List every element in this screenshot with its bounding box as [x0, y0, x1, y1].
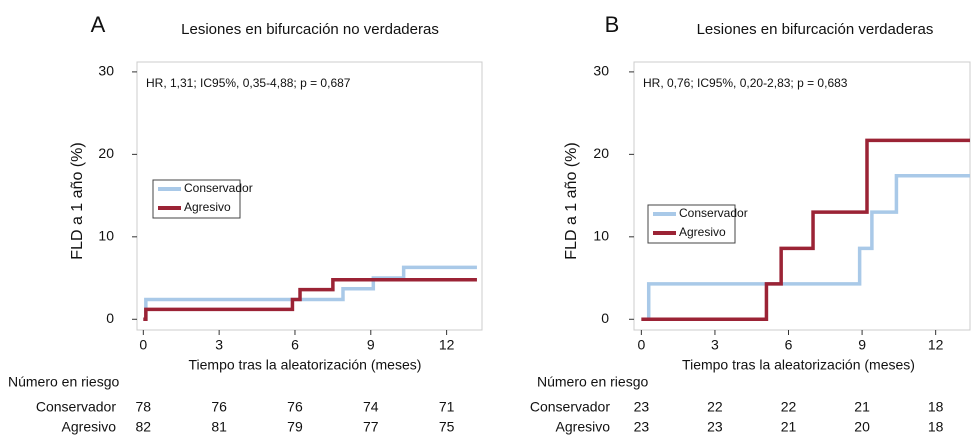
- x-tick-label: 12: [439, 337, 455, 353]
- x-tick-label: 9: [367, 337, 375, 353]
- x-tick-label: 3: [215, 337, 223, 353]
- risk-row-name: Conservador: [36, 399, 116, 415]
- y-tick-label: 10: [98, 228, 114, 244]
- x-tick-label: 3: [711, 337, 719, 353]
- legend-label: Conservador: [184, 181, 253, 195]
- x-tick-label: 0: [139, 337, 147, 353]
- panel-label: B: [605, 12, 620, 37]
- x-tick-label: 0: [637, 337, 645, 353]
- y-tick-label: 20: [98, 145, 114, 161]
- y-tick-label: 30: [593, 63, 609, 79]
- plot-frame: [136, 61, 483, 331]
- km-curve: [641, 138, 970, 322]
- risk-count: 21: [854, 399, 870, 415]
- y-axis-label: FLD a 1 año (%): [563, 142, 580, 259]
- annotation: HR, 0,76; IC95%, 0,20-2,83; p = 0,683: [643, 76, 848, 90]
- legend-label: Agresivo: [679, 225, 726, 239]
- chart-title: Lesiones en bifurcación no verdaderas: [181, 21, 439, 38]
- risk-count: 22: [707, 399, 723, 415]
- risk-count: 78: [136, 399, 152, 415]
- risk-count: 23: [634, 399, 650, 415]
- y-tick-label: 0: [601, 310, 609, 326]
- risk-count: 21: [781, 419, 797, 435]
- risk-count: 22: [781, 399, 797, 415]
- risk-table-title: Número en riesgo: [8, 374, 119, 390]
- risk-row-name: Conservador: [530, 399, 610, 415]
- y-tick-label: 30: [98, 63, 114, 79]
- risk-count: 23: [634, 419, 650, 435]
- risk-row-name: Agresivo: [556, 419, 611, 435]
- km-curve: [143, 277, 477, 322]
- risk-count: 18: [928, 399, 944, 415]
- risk-count: 79: [287, 419, 303, 435]
- km-curve: [641, 174, 970, 322]
- risk-count: 76: [211, 399, 227, 415]
- risk-count: 77: [363, 419, 379, 435]
- risk-count: 71: [439, 399, 455, 415]
- risk-count: 74: [363, 399, 379, 415]
- y-axis-label: FLD a 1 año (%): [69, 142, 86, 259]
- x-axis-label: Tiempo tras la aleatorización (meses): [189, 357, 422, 373]
- x-tick-label: 6: [785, 337, 793, 353]
- risk-count: 23: [707, 419, 723, 435]
- risk-count: 75: [439, 419, 455, 435]
- x-tick-label: 6: [291, 337, 299, 353]
- annotation: HR, 1,31; IC95%, 0,35-4,88; p = 0,687: [146, 76, 351, 90]
- y-tick-label: 0: [106, 310, 114, 326]
- y-tick-label: 10: [593, 228, 609, 244]
- legend-box: [647, 204, 736, 244]
- legend-label: Conservador: [679, 206, 748, 220]
- risk-count: 20: [854, 419, 870, 435]
- risk-count: 81: [211, 419, 227, 435]
- km-curve: [143, 265, 477, 322]
- legend-box: [152, 179, 241, 219]
- risk-count: 76: [287, 399, 303, 415]
- panel-label: A: [91, 12, 106, 37]
- risk-table-title: Número en riesgo: [537, 374, 648, 390]
- x-tick-label: 12: [928, 337, 944, 353]
- y-tick-label: 20: [593, 145, 609, 161]
- risk-row-name: Agresivo: [62, 419, 117, 435]
- x-tick-label: 9: [858, 337, 866, 353]
- plot-frame: [633, 61, 971, 331]
- chart-title: Lesiones en bifurcación verdaderas: [697, 21, 934, 38]
- legend-label: Agresivo: [184, 200, 231, 214]
- x-axis-label: Tiempo tras la aleatorización (meses): [682, 357, 915, 373]
- risk-count: 18: [928, 419, 944, 435]
- risk-count: 82: [136, 419, 152, 435]
